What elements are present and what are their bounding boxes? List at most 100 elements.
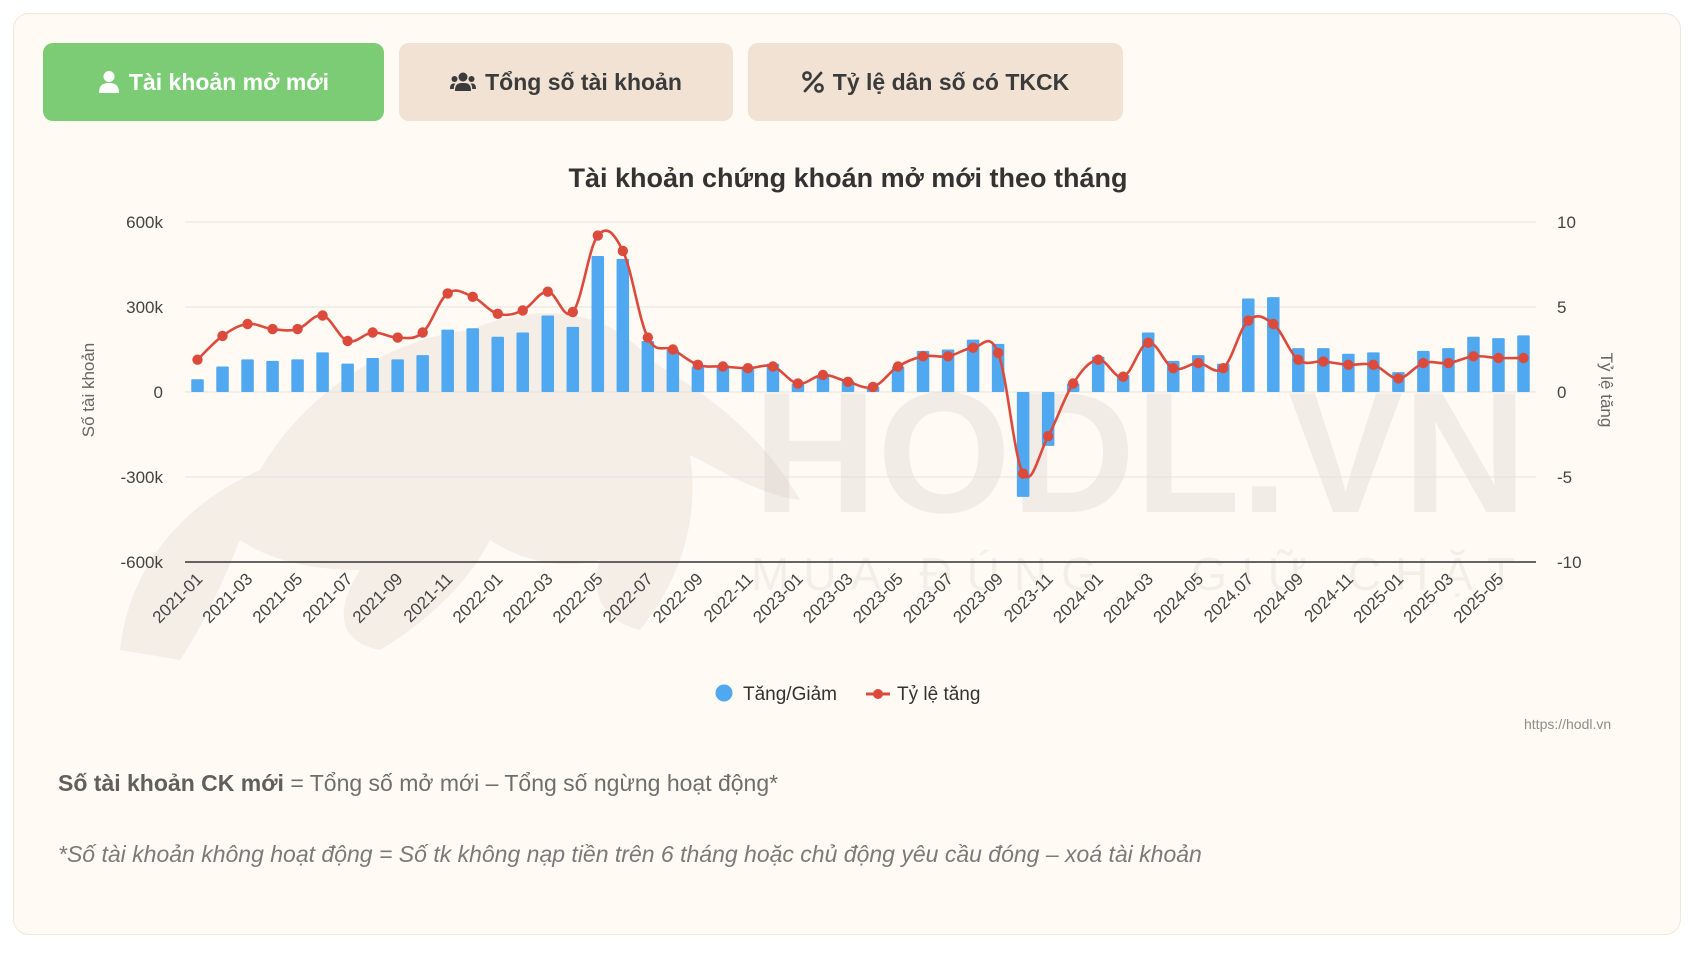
rate-point[interactable]: [467, 291, 478, 302]
bar[interactable]: [591, 256, 605, 392]
rate-point[interactable]: [442, 288, 453, 299]
bar[interactable]: [1367, 352, 1380, 392]
rate-point[interactable]: [1518, 352, 1529, 364]
rate-point[interactable]: [742, 363, 754, 374]
rate-point[interactable]: [317, 310, 328, 321]
bar[interactable]: [191, 379, 204, 392]
bar[interactable]: [1317, 348, 1330, 392]
bar[interactable]: [816, 375, 830, 392]
rate-point[interactable]: [1067, 378, 1079, 389]
rate-point[interactable]: [1017, 468, 1029, 479]
rate-point[interactable]: [1468, 351, 1479, 362]
bar[interactable]: [391, 359, 404, 392]
tab-new-accounts[interactable]: Tài khoản mở mới: [43, 43, 384, 121]
bar[interactable]: [466, 328, 479, 392]
rate-point[interactable]: [967, 342, 979, 353]
legend-item-line[interactable]: Tỷ lệ tăng: [866, 684, 980, 705]
rate-point[interactable]: [1042, 431, 1054, 442]
bar[interactable]: [1492, 338, 1505, 392]
rate-point[interactable]: [1493, 352, 1504, 364]
rate-point[interactable]: [767, 361, 779, 372]
bar[interactable]: [416, 355, 429, 392]
rate-point[interactable]: [917, 351, 929, 362]
bar[interactable]: [316, 352, 329, 392]
rate-point[interactable]: [542, 286, 553, 297]
bar[interactable]: [366, 358, 379, 392]
bar[interactable]: [1267, 297, 1280, 392]
rate-point[interactable]: [692, 359, 704, 370]
rate-point[interactable]: [642, 332, 654, 343]
rate-point[interactable]: [292, 323, 303, 335]
rate-point[interactable]: [1318, 356, 1329, 367]
bar[interactable]: [616, 258, 630, 392]
bar[interactable]: [216, 366, 229, 393]
bar[interactable]: [1442, 348, 1455, 392]
rate-point[interactable]: [417, 327, 428, 338]
rate-point[interactable]: [1443, 357, 1454, 369]
rate-point[interactable]: [1268, 318, 1279, 330]
rate-point[interactable]: [1092, 354, 1104, 365]
bar[interactable]: [1091, 356, 1105, 392]
bar[interactable]: [691, 366, 705, 393]
rate-point[interactable]: [817, 369, 829, 381]
rate-point[interactable]: [342, 335, 353, 347]
tab-total-accounts[interactable]: Tổng số tài khoản: [399, 43, 733, 121]
bar[interactable]: [1417, 350, 1430, 392]
bar[interactable]: [441, 329, 454, 392]
rate-point[interactable]: [1193, 357, 1204, 369]
rate-point[interactable]: [1368, 359, 1379, 370]
bar[interactable]: [291, 359, 304, 392]
rate-point[interactable]: [592, 230, 604, 241]
bar[interactable]: [916, 350, 930, 392]
rate-point[interactable]: [1117, 371, 1129, 382]
bar[interactable]: [1342, 353, 1355, 392]
legend-item-bars[interactable]: Tăng/Giảm: [715, 684, 837, 705]
bar[interactable]: [516, 332, 530, 393]
bar[interactable]: [566, 326, 580, 392]
bar[interactable]: [491, 336, 504, 392]
rate-point[interactable]: [617, 245, 629, 257]
bar[interactable]: [341, 363, 354, 392]
rate-point[interactable]: [892, 361, 904, 372]
rate-point[interactable]: [1393, 373, 1404, 384]
bar[interactable]: [541, 315, 555, 393]
rate-point[interactable]: [942, 351, 954, 362]
bar[interactable]: [966, 339, 980, 392]
bar[interactable]: [891, 366, 905, 393]
bar[interactable]: [741, 366, 755, 393]
bar[interactable]: [1141, 332, 1155, 393]
rate-point[interactable]: [842, 376, 854, 387]
rate-point[interactable]: [267, 323, 278, 335]
bar[interactable]: [241, 359, 254, 392]
rate-point[interactable]: [517, 305, 528, 316]
rate-point[interactable]: [367, 327, 378, 338]
rate-point[interactable]: [392, 332, 403, 343]
rate-point[interactable]: [1418, 357, 1429, 369]
rate-point[interactable]: [242, 318, 253, 330]
tab-population-ratio[interactable]: Tỷ lệ dân số có TKCK: [748, 43, 1123, 121]
bar[interactable]: [1016, 392, 1030, 497]
rate-point[interactable]: [792, 378, 804, 389]
rate-point[interactable]: [717, 361, 729, 372]
rate-point[interactable]: [192, 354, 203, 365]
rate-point[interactable]: [1143, 337, 1154, 348]
bar[interactable]: [1517, 335, 1530, 392]
rate-point[interactable]: [492, 308, 503, 319]
rate-point[interactable]: [1293, 354, 1304, 365]
source-link[interactable]: https://hodl.vn: [1524, 716, 1612, 732]
bar[interactable]: [641, 341, 655, 392]
rate-point[interactable]: [667, 344, 679, 355]
rate-point[interactable]: [992, 347, 1004, 359]
rate-point[interactable]: [1218, 363, 1229, 374]
rate-point[interactable]: [867, 381, 879, 393]
bar[interactable]: [266, 360, 279, 392]
bar[interactable]: [666, 349, 680, 393]
rate-point[interactable]: [1168, 363, 1179, 374]
bar[interactable]: [766, 363, 780, 392]
bar[interactable]: [1242, 298, 1255, 393]
rate-point[interactable]: [217, 330, 228, 342]
bar[interactable]: [716, 365, 730, 392]
rate-point[interactable]: [1343, 359, 1354, 370]
bar[interactable]: [1467, 336, 1480, 392]
rate-point[interactable]: [567, 306, 578, 318]
